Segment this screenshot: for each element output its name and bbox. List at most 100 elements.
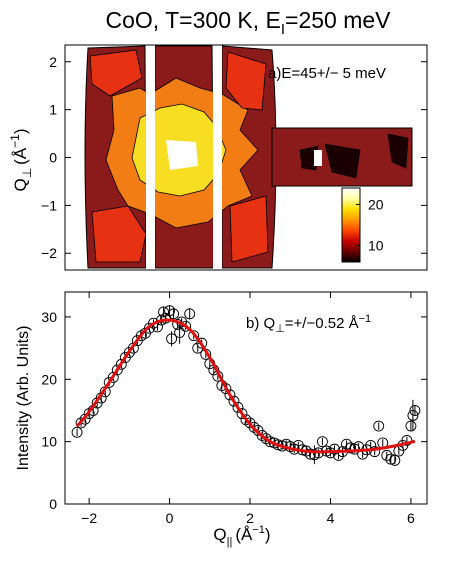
map-level-red-4	[229, 195, 269, 263]
map-level-red-1	[89, 49, 143, 97]
panel-b-ylabel: Intensity (Arb. Units)	[15, 326, 32, 471]
data-point	[393, 445, 405, 457]
figure-title-main: CoO, T=300 K, E	[105, 7, 280, 33]
panel-a-ytick-label: −1	[41, 197, 57, 213]
data-point-marker	[184, 308, 196, 320]
map-level-dark-3	[299, 145, 319, 171]
data-point	[166, 331, 178, 347]
figure-title-tail: =250 meV	[285, 7, 391, 33]
data-point-marker	[111, 364, 123, 376]
map-level-red-3	[225, 51, 267, 111]
figure-title: CoO, T=300 K, EI=250 meV	[105, 7, 391, 38]
panel-b-label-main: b) Q	[246, 315, 275, 332]
data-point	[184, 308, 196, 320]
data-point	[381, 449, 393, 461]
data-point-marker	[75, 417, 87, 429]
data-point-marker	[304, 448, 316, 460]
map-level-dark-1	[324, 143, 361, 179]
data-point-marker	[220, 383, 232, 395]
colorbar-tick-label: 10	[368, 238, 384, 254]
panel-b-ytick-label: 10	[41, 434, 57, 450]
panel-a-label: a)E=45+/− 5 meV	[268, 65, 386, 82]
data-point	[158, 306, 169, 318]
data-point-marker	[369, 446, 381, 458]
data-point-marker	[405, 420, 417, 432]
data-point-marker	[341, 438, 353, 450]
panel-a-ylabel-sup: −1	[8, 134, 22, 148]
panel-a-ylabel-unit: (Å	[11, 147, 30, 165]
panel-a-ylabel-close: )	[11, 128, 30, 134]
panel-b-label-sup: −1	[359, 313, 372, 325]
map-hole-right	[314, 150, 322, 166]
panel-b-label-sub: ⊥	[275, 323, 285, 335]
data-point-marker	[381, 449, 393, 461]
map-hole-center	[166, 140, 198, 170]
data-point-marker	[264, 436, 276, 448]
data-point	[168, 308, 180, 320]
panel-b-ytick-label: 20	[41, 371, 57, 387]
panel-a-ytick-label: 0	[49, 150, 57, 166]
data-point	[71, 426, 83, 438]
data-point	[373, 420, 385, 432]
panel-b-xtick-label: 6	[407, 510, 415, 526]
colorbar-tick-label: 20	[368, 196, 384, 212]
panel-b-xtick-label: 2	[246, 510, 254, 526]
panel-a-ylabel: Q⊥ (Å−1)	[8, 128, 34, 191]
data-point-marker	[244, 417, 256, 429]
data-point-marker	[71, 426, 83, 438]
data-point	[385, 453, 397, 465]
data-point-marker	[329, 443, 340, 455]
panel-b-xlabel-sup: −1	[252, 524, 265, 536]
panel-a-ylabel-sub: ⊥	[20, 168, 34, 178]
map-level-dark-2	[387, 133, 409, 169]
panel-b-ytick-label: 30	[41, 309, 57, 325]
panel-b-xlabel-sub: ||	[227, 536, 233, 548]
data-point	[341, 438, 353, 450]
panel-b-frame	[64, 291, 428, 505]
panel-b-xtick-label: 4	[327, 510, 335, 526]
data-point-marker	[188, 330, 200, 342]
data-point-marker	[345, 442, 357, 454]
data-point-marker	[373, 420, 385, 432]
fit-curve	[75, 318, 416, 454]
data-point-marker	[248, 421, 260, 433]
data-point-marker	[385, 453, 397, 465]
data-point-marker	[196, 337, 208, 349]
data-point	[316, 436, 328, 448]
intensity-map	[84, 45, 413, 270]
data-point-marker	[168, 308, 180, 320]
data-point-marker	[79, 413, 91, 425]
data-point	[174, 321, 186, 344]
panel-b-xtick-label: −2	[81, 510, 97, 526]
panel-b-xtick-label: 0	[166, 510, 174, 526]
data-point-marker	[174, 327, 186, 338]
map-gap-2	[213, 45, 222, 270]
panel-a-ytick-label: 2	[49, 54, 57, 70]
panel-b-xlabel-main: Q	[213, 525, 226, 544]
data-point-marker	[224, 389, 236, 401]
data-point	[409, 405, 421, 416]
data-point-marker	[401, 434, 413, 446]
data-point-marker	[232, 401, 244, 413]
data-point-marker	[123, 347, 135, 358]
data-point-marker	[115, 358, 127, 370]
data-point-marker	[316, 436, 328, 448]
data-point-marker	[240, 414, 252, 426]
data-point-marker	[164, 305, 176, 317]
panel-b-xlabel-unit: (Å	[235, 525, 253, 544]
data-point-marker	[228, 395, 240, 407]
map-level-red-2	[91, 205, 147, 263]
panel-b-label-tail: =+/−0.52 Å	[285, 315, 359, 332]
data-point-marker	[180, 320, 192, 332]
data-point-marker	[166, 333, 178, 345]
figure-title-sub: I	[281, 21, 285, 38]
data-point-marker	[148, 317, 159, 329]
data-point-marker	[409, 405, 421, 416]
data-point-marker	[407, 410, 419, 421]
panel-a-ylabel-main: Q	[11, 178, 30, 191]
